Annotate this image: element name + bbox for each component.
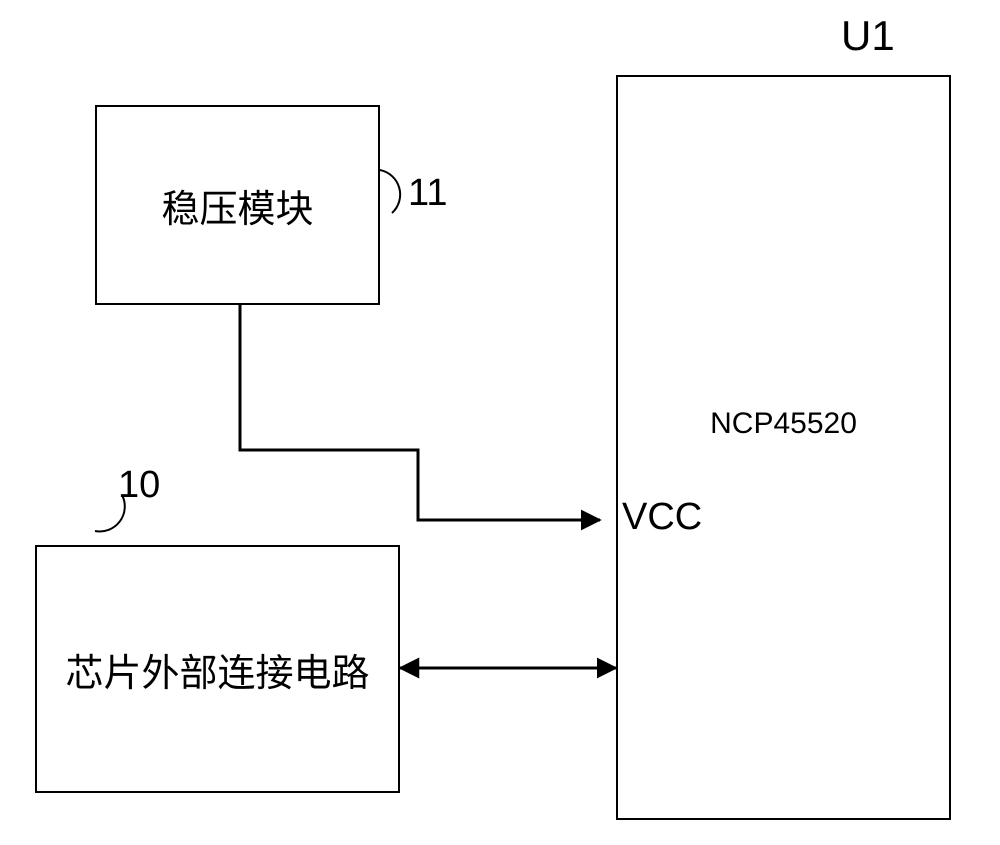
regulator-box: 稳压模块 (95, 105, 380, 305)
external-circuit-label: 芯片外部连接电路 (65, 642, 369, 697)
regulator-label: 稳压模块 (161, 178, 313, 233)
diagram-canvas: NCP45520 稳压模块 芯片外部连接电路 U1 VCC 11 10 (0, 0, 1000, 845)
callout-label-10: 10 (118, 464, 160, 507)
chip-box: NCP45520 (616, 75, 951, 820)
callout-label-11: 11 (408, 172, 447, 215)
vcc-pin-label: VCC (622, 496, 702, 539)
chip-refdes-label: U1 (841, 12, 895, 60)
external-circuit-box: 芯片外部连接电路 (35, 545, 400, 793)
chip-part-label: NCP45520 (618, 407, 949, 441)
